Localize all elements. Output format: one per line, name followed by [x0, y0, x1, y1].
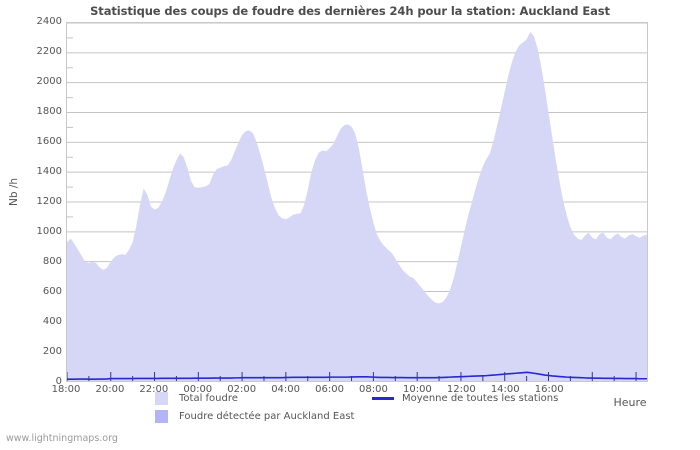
legend-item[interactable]: Moyenne de toutes les stations [372, 392, 558, 405]
y-tick-label: 0 [55, 376, 62, 387]
legend-swatch [155, 410, 168, 423]
y-tick-label: 400 [42, 316, 62, 327]
x-tick-label: 12:00 [446, 384, 476, 395]
x-axis: 18:00 20:00 22:00 00:00 02:00 04:00 06:00 08:00… [0, 384, 700, 404]
y-axis: Nb /h 0 200 400 600 800 1000 1200 1400 1600 1800 2… [0, 0, 62, 450]
legend-label: Total foudre [179, 393, 238, 404]
legend-label: Moyenne de toutes les stations [402, 393, 559, 404]
chart-legend: Total foudre Foudre détectée par Auckland… [0, 392, 700, 430]
plot-area [66, 22, 648, 382]
y-tick-label: 2000 [36, 76, 62, 87]
chart-title: Statistique des coups de foudre des dern… [90, 4, 610, 18]
x-tick-label: 22:00 [139, 384, 169, 395]
x-tick-label: 00:00 [183, 384, 213, 395]
x-tick-label: 20:00 [95, 384, 125, 395]
x-tick-label: 18:00 [51, 384, 81, 395]
y-tick-label: 1600 [36, 136, 62, 147]
x-tick-label: 10:00 [402, 384, 432, 395]
y-tick-label: 2200 [36, 46, 62, 57]
x-tick-label: 08:00 [359, 384, 388, 395]
y-tick-label: 1200 [36, 196, 62, 207]
y-tick-label: 1000 [36, 226, 62, 237]
y-tick-label: 200 [42, 346, 62, 357]
y-tick-label: 2400 [36, 16, 62, 27]
y-tick-label: 800 [42, 256, 62, 267]
x-tick-label: 16:00 [534, 384, 564, 395]
x-axis-title: Heure [613, 396, 647, 409]
y-tick-label: 1400 [36, 166, 62, 177]
x-tick-label: 06:00 [315, 384, 344, 395]
legend-item[interactable]: Foudre détectée par Auckland East [155, 410, 354, 423]
legend-label: Foudre détectée par Auckland East [179, 411, 355, 422]
legend-item[interactable]: Total foudre [155, 392, 238, 405]
x-tick-label: 04:00 [271, 384, 301, 395]
x-tick-label: 14:00 [490, 384, 520, 395]
plot-canvas [67, 23, 647, 381]
legend-swatch [155, 392, 168, 405]
footer-url: www.lightningmaps.org [6, 433, 118, 444]
y-tick-label: 1800 [36, 106, 62, 117]
x-tick-label: 02:00 [227, 384, 257, 395]
series-area-total [67, 31, 647, 381]
y-tick-label: 600 [42, 286, 62, 297]
series-line-average [67, 372, 647, 379]
legend-line-sample [372, 397, 394, 400]
